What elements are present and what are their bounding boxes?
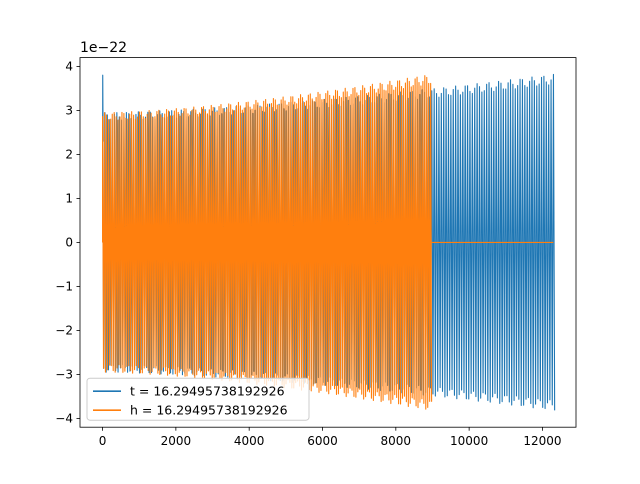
y-tick-label: −1: [55, 279, 73, 293]
x-tick-label: 4000: [234, 434, 265, 448]
legend-box: [86, 377, 310, 421]
x-tick-label: 6000: [307, 434, 338, 448]
y-tick-label: 3: [65, 103, 73, 117]
x-tick-label: 8000: [381, 434, 412, 448]
legend-label-1: t = 16.29495738192926: [130, 384, 285, 399]
x-tick-label: 10000: [450, 434, 488, 448]
y-offset-label: 1e−22: [80, 40, 127, 56]
series-layer: [102, 73, 556, 411]
y-tick-label: −4: [55, 411, 73, 425]
y-tick-label: 0: [65, 235, 73, 249]
y-tick-label: −2: [55, 323, 73, 337]
x-tick-label: 0: [99, 434, 107, 448]
x-tick-label: 2000: [161, 434, 192, 448]
y-tick-label: 1: [65, 191, 73, 205]
y-tick-label: 4: [65, 59, 73, 73]
y-tick-label: 2: [65, 147, 73, 161]
y-tick-label: −3: [55, 367, 73, 381]
series-line-2: [102, 75, 554, 410]
legend-label-2: h = 16.29495738192926: [130, 403, 288, 418]
x-tick-label: 12000: [523, 434, 561, 448]
legend: t = 16.29495738192926 h = 16.294957381929…: [86, 377, 310, 421]
axes-layer: 0 2000 4000 6000 8000 10000 12000 −4 −3 −2 −1 0 1 2 3 4: [55, 59, 561, 448]
